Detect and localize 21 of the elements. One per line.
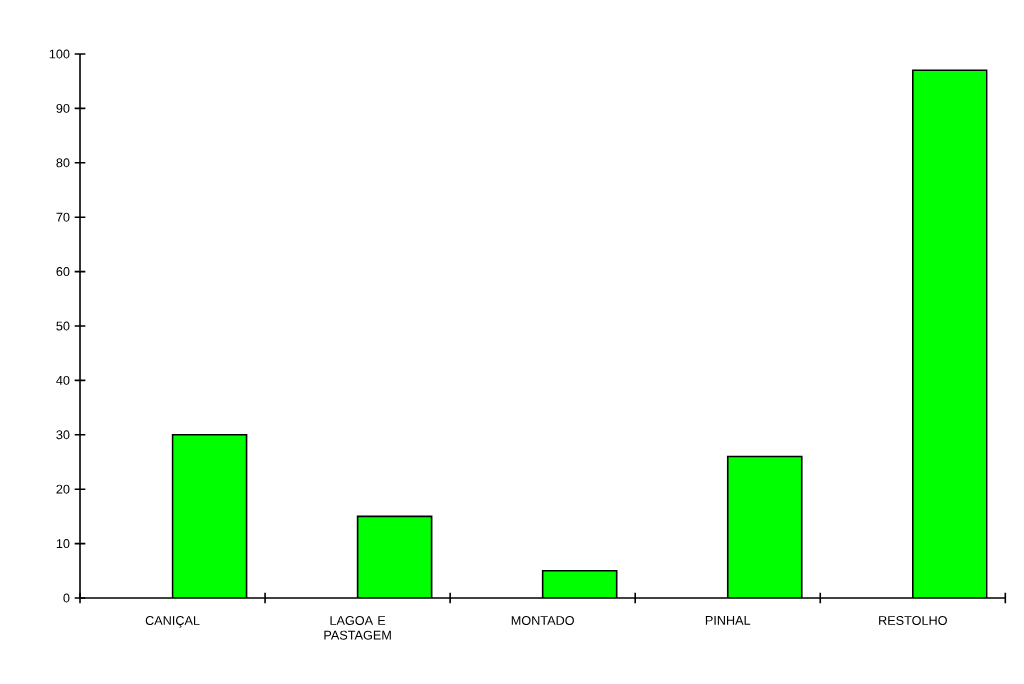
y-tick-label: 20 [56, 484, 70, 494]
y-tick-label: 70 [56, 212, 70, 222]
y-tick-label: 50 [56, 321, 70, 331]
x-tick-label: LAGOA E PASTAGEM [324, 616, 391, 640]
x-tick-label: RESTOLHO [879, 616, 947, 625]
bar [911, 69, 988, 598]
bar [727, 456, 802, 598]
x-tick-label: MONTADO [511, 616, 574, 625]
y-tick-label: 0 [63, 593, 70, 603]
y-tick-label: 30 [56, 430, 70, 440]
y-tick-label: 80 [56, 158, 70, 168]
bar [172, 434, 247, 598]
y-tick-label: 100 [49, 49, 70, 59]
y-tick-label: 90 [56, 103, 70, 113]
bar [542, 570, 617, 598]
y-tick-label: 10 [56, 539, 70, 549]
x-tick-label: CANIÇAL [145, 616, 200, 628]
x-tick-label: PINHAL [705, 616, 751, 625]
y-tick-label: 60 [56, 267, 70, 277]
bar [357, 516, 432, 598]
y-tick-label: 40 [56, 375, 70, 385]
